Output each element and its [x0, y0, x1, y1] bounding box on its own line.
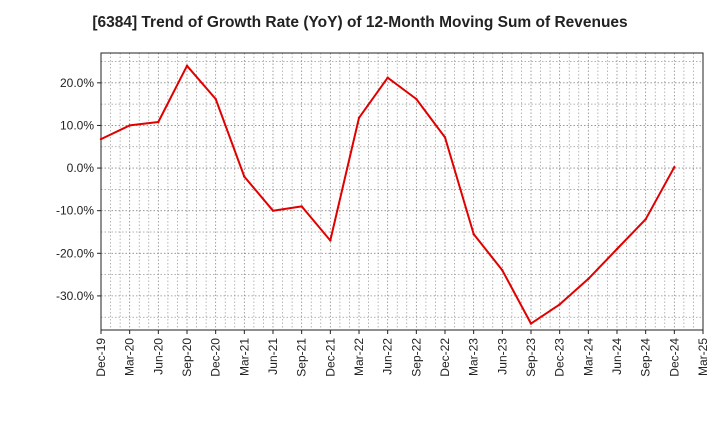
data-point	[415, 97, 418, 101]
data-point	[128, 124, 131, 127]
x-tick-label: Mar-25	[696, 338, 710, 376]
data-point	[329, 239, 332, 242]
x-tick-label: Dec-22	[438, 338, 452, 377]
data-point	[443, 136, 447, 139]
data-point	[558, 303, 561, 306]
data-point	[271, 209, 275, 212]
x-tick-label: Sep-22	[409, 338, 423, 377]
x-tick-label: Mar-22	[352, 338, 366, 376]
x-tick-label: Dec-23	[553, 338, 567, 377]
x-tick-label: Dec-19	[94, 338, 108, 377]
data-point	[300, 205, 303, 208]
data-point	[501, 269, 504, 272]
y-tick-label: 10.0%	[60, 118, 94, 132]
x-tick-label: Jun-24	[610, 338, 624, 375]
x-tick-label: Dec-21	[323, 338, 337, 377]
x-tick-label: Mar-20	[123, 338, 137, 376]
y-tick-label: -20.0%	[56, 246, 94, 260]
data-point	[472, 232, 475, 236]
data-point	[157, 120, 160, 124]
y-tick-label: -10.0%	[56, 204, 94, 218]
y-tick-label: 20.0%	[60, 76, 94, 90]
x-tick-label: Jun-23	[495, 338, 509, 375]
x-tick-label: Sep-23	[524, 338, 538, 377]
x-tick-label: Jun-21	[266, 338, 280, 375]
data-point	[644, 218, 647, 221]
x-tick-label: Dec-24	[667, 338, 681, 377]
x-tick-label: Jun-20	[151, 338, 165, 375]
data-point	[99, 137, 103, 141]
data-point	[529, 322, 533, 325]
x-tick-label: Mar-23	[467, 338, 481, 376]
plot-background	[101, 53, 703, 330]
x-tick-label: Sep-20	[180, 338, 194, 377]
data-point	[357, 116, 361, 119]
data-point	[673, 166, 676, 169]
data-point	[243, 175, 246, 178]
data-point	[615, 247, 619, 251]
y-tick-label: -30.0%	[56, 289, 94, 303]
data-point	[185, 64, 189, 67]
data-point	[214, 97, 217, 101]
plot-frame	[100, 52, 704, 331]
x-tick-label: Sep-21	[295, 338, 309, 377]
x-tick-label: Dec-20	[209, 338, 223, 377]
x-tick-label: Mar-21	[237, 338, 251, 376]
x-tick-label: Sep-24	[639, 338, 653, 377]
data-point	[587, 277, 590, 281]
y-tick-label: 0.0%	[67, 161, 95, 175]
chart-title: [6384] Trend of Growth Rate (YoY) of 12-…	[92, 14, 628, 31]
x-tick-label: Mar-24	[581, 338, 595, 376]
data-point	[386, 76, 389, 79]
x-tick-label: Jun-22	[381, 338, 395, 375]
